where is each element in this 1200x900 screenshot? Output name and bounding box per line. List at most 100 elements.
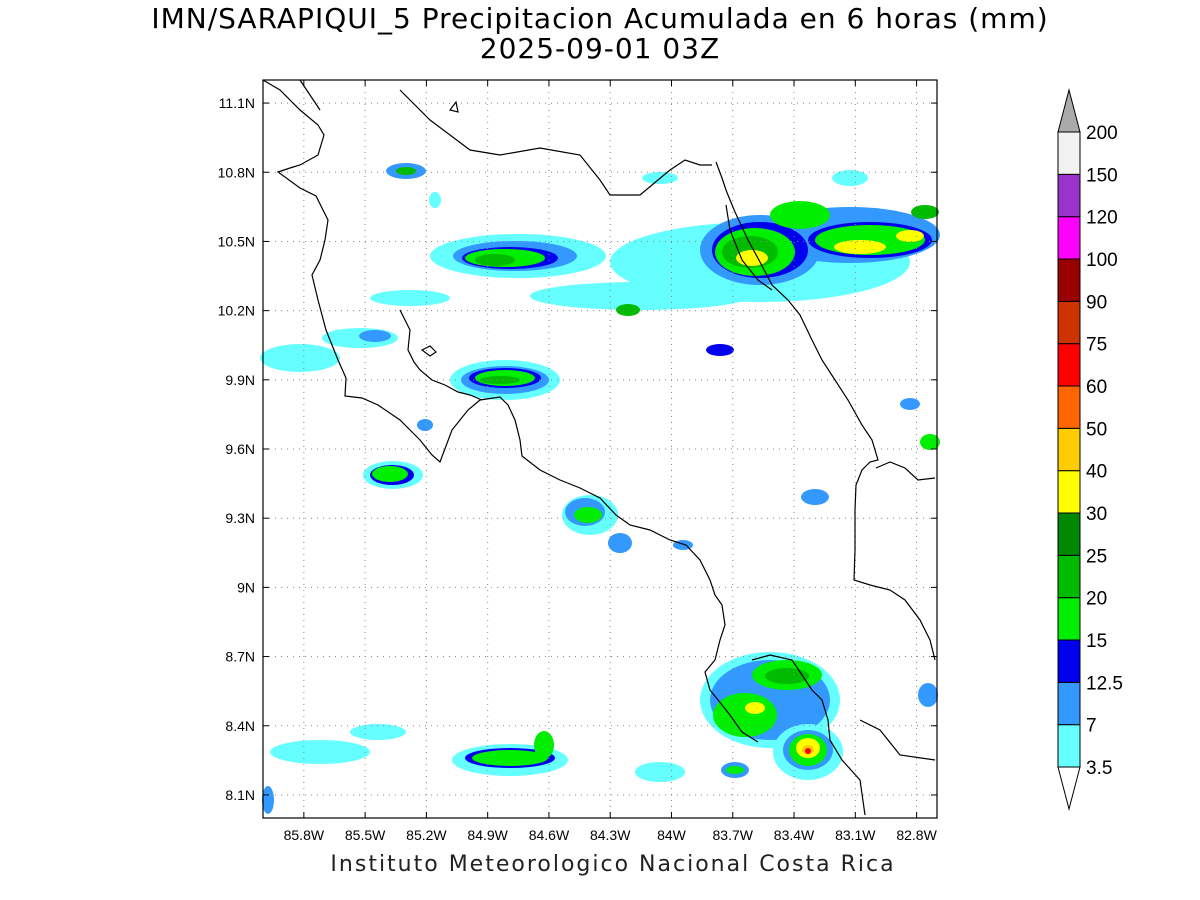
- precip-area: [475, 254, 515, 266]
- precip-area: [801, 489, 829, 505]
- colorbar-swatch: [1057, 216, 1081, 260]
- colorbar-swatch: [1057, 173, 1081, 218]
- precip-area: [260, 344, 340, 372]
- nicaragua-pacific-coast: [262, 79, 759, 743]
- colorbar-swatch: [1057, 131, 1081, 175]
- precip-area: [429, 192, 441, 208]
- map-axes: 85.8W 85.5W 85.2W 84.9W 84.6W 84.3W 84W 83.7W 83…: [218, 80, 938, 843]
- lon-tick-label: 83.4W: [774, 827, 815, 843]
- precip-area: [417, 419, 433, 431]
- colorbar-level-label: 50: [1086, 419, 1107, 440]
- colorbar-swatch: [1057, 300, 1081, 345]
- precip-area: [635, 762, 685, 782]
- map-title: IMN/SARAPIQUI_5 Precipitacion Acumulada …: [151, 2, 1049, 35]
- colorbar-swatch: [1057, 427, 1081, 472]
- lat-tick-label: 9.9N: [225, 372, 255, 388]
- colorbar-swatch: [1057, 597, 1081, 641]
- lon-tick-label: 85.8W: [284, 827, 325, 843]
- colorbar-swatch: [1057, 258, 1081, 302]
- lon-tick-label: 83.1W: [835, 827, 876, 843]
- precip-area: [396, 167, 416, 175]
- panama-coast: [859, 461, 936, 761]
- colorbar-max-triangle: [1057, 88, 1081, 133]
- precip-area: [270, 740, 370, 764]
- colorbar-level-label: 40: [1086, 462, 1107, 483]
- lat-tick-label: 10.8N: [218, 164, 255, 180]
- colorbar-swatch: [1057, 639, 1081, 683]
- precip-area: [805, 748, 811, 754]
- colorbar-min-triangle: [1057, 766, 1081, 811]
- caribbean-coast: [715, 161, 936, 661]
- precip-area: [896, 230, 924, 242]
- costa-rica-panama-border: [725, 204, 866, 816]
- colorbar-level-label: 120: [1086, 208, 1118, 229]
- precip-area: [608, 533, 632, 553]
- colorbar-swatch: [1057, 385, 1081, 429]
- colorbar-swatch: [1057, 512, 1081, 556]
- lat-tick-label: 9.6N: [225, 441, 255, 457]
- lon-tick-label: 84.6W: [529, 827, 570, 843]
- colorbar-level-label: 150: [1086, 165, 1118, 186]
- precip-area: [262, 786, 274, 814]
- coastlines: [262, 79, 936, 816]
- precip-area: [770, 201, 830, 229]
- colorbar-level-label: 100: [1086, 250, 1118, 271]
- island: [448, 100, 459, 113]
- precip-area: [480, 376, 520, 384]
- precip-area: [350, 724, 406, 740]
- precip-area: [918, 683, 938, 707]
- footer-credit: Instituto Meteorologico Nacional Costa R…: [330, 852, 896, 877]
- lon-tick-label: 85.2W: [406, 827, 447, 843]
- colorbar-level-label: 20: [1086, 589, 1107, 610]
- precip-area: [834, 240, 886, 254]
- lat-tick-label: 8.7N: [225, 649, 255, 665]
- precip-area: [616, 304, 640, 316]
- lon-tick-label: 84.9W: [467, 827, 508, 843]
- lon-tick-label: 85.5W: [345, 827, 386, 843]
- precip-area: [706, 344, 734, 356]
- lat-tick-label: 10.5N: [218, 233, 255, 249]
- precip-area: [359, 330, 391, 342]
- precip-area: [745, 702, 765, 714]
- colorbar-level-label: 25: [1086, 546, 1107, 567]
- colorbar-swatch: [1057, 343, 1081, 387]
- precip-area: [832, 170, 868, 186]
- precip-area: [900, 398, 920, 410]
- lat-tick-label: 10.2N: [218, 303, 255, 319]
- lon-tick-label: 84.3W: [590, 827, 631, 843]
- lon-tick-label: 83.7W: [713, 827, 754, 843]
- map-subtitle-datetime: 2025-09-01 03Z: [479, 32, 721, 65]
- colorbar-swatch: [1057, 724, 1081, 768]
- precip-area: [370, 290, 450, 306]
- lon-tick-label: 84W: [657, 827, 687, 843]
- lat-tick-label: 9N: [237, 579, 255, 595]
- precip-area: [911, 205, 939, 219]
- colorbar-level-label: 12.5: [1086, 673, 1123, 694]
- colorbar-level-label: 90: [1086, 292, 1107, 313]
- colorbar-level-label: 7: [1086, 716, 1097, 737]
- lat-tick-label: 9.3N: [225, 510, 255, 526]
- colorbar-level-label: 15: [1086, 631, 1107, 652]
- colorbar-level-label: 75: [1086, 335, 1107, 356]
- precip-area: [765, 668, 809, 684]
- colorbar-level-label: 200: [1086, 123, 1118, 144]
- colorbar: 3.5 7 12.5 15 20 25 30 40 50 60 75 90 100 120 150 200: [1057, 88, 1123, 811]
- colorbar-swatch: [1057, 681, 1081, 726]
- nicoya-gulf-coast: [399, 309, 483, 401]
- precip-area: [372, 466, 408, 482]
- nicaragua-north-coast: [299, 79, 712, 196]
- lat-tick-label: 8.4N: [225, 718, 255, 734]
- lon-tick-label: 82.8W: [896, 827, 937, 843]
- precip-area: [472, 750, 548, 766]
- precipitation-field: [260, 163, 940, 814]
- lat-tick-label: 8.1N: [225, 787, 255, 803]
- colorbar-level-label: 60: [1086, 377, 1107, 398]
- precip-area: [713, 693, 777, 737]
- isla-chira: [420, 345, 437, 357]
- colorbar-level-label: 30: [1086, 504, 1107, 525]
- precip-area: [726, 766, 744, 774]
- precip-area: [920, 434, 940, 450]
- precip-area: [534, 731, 554, 759]
- colorbar-level-label: 3.5: [1086, 758, 1112, 779]
- precip-area: [574, 507, 602, 523]
